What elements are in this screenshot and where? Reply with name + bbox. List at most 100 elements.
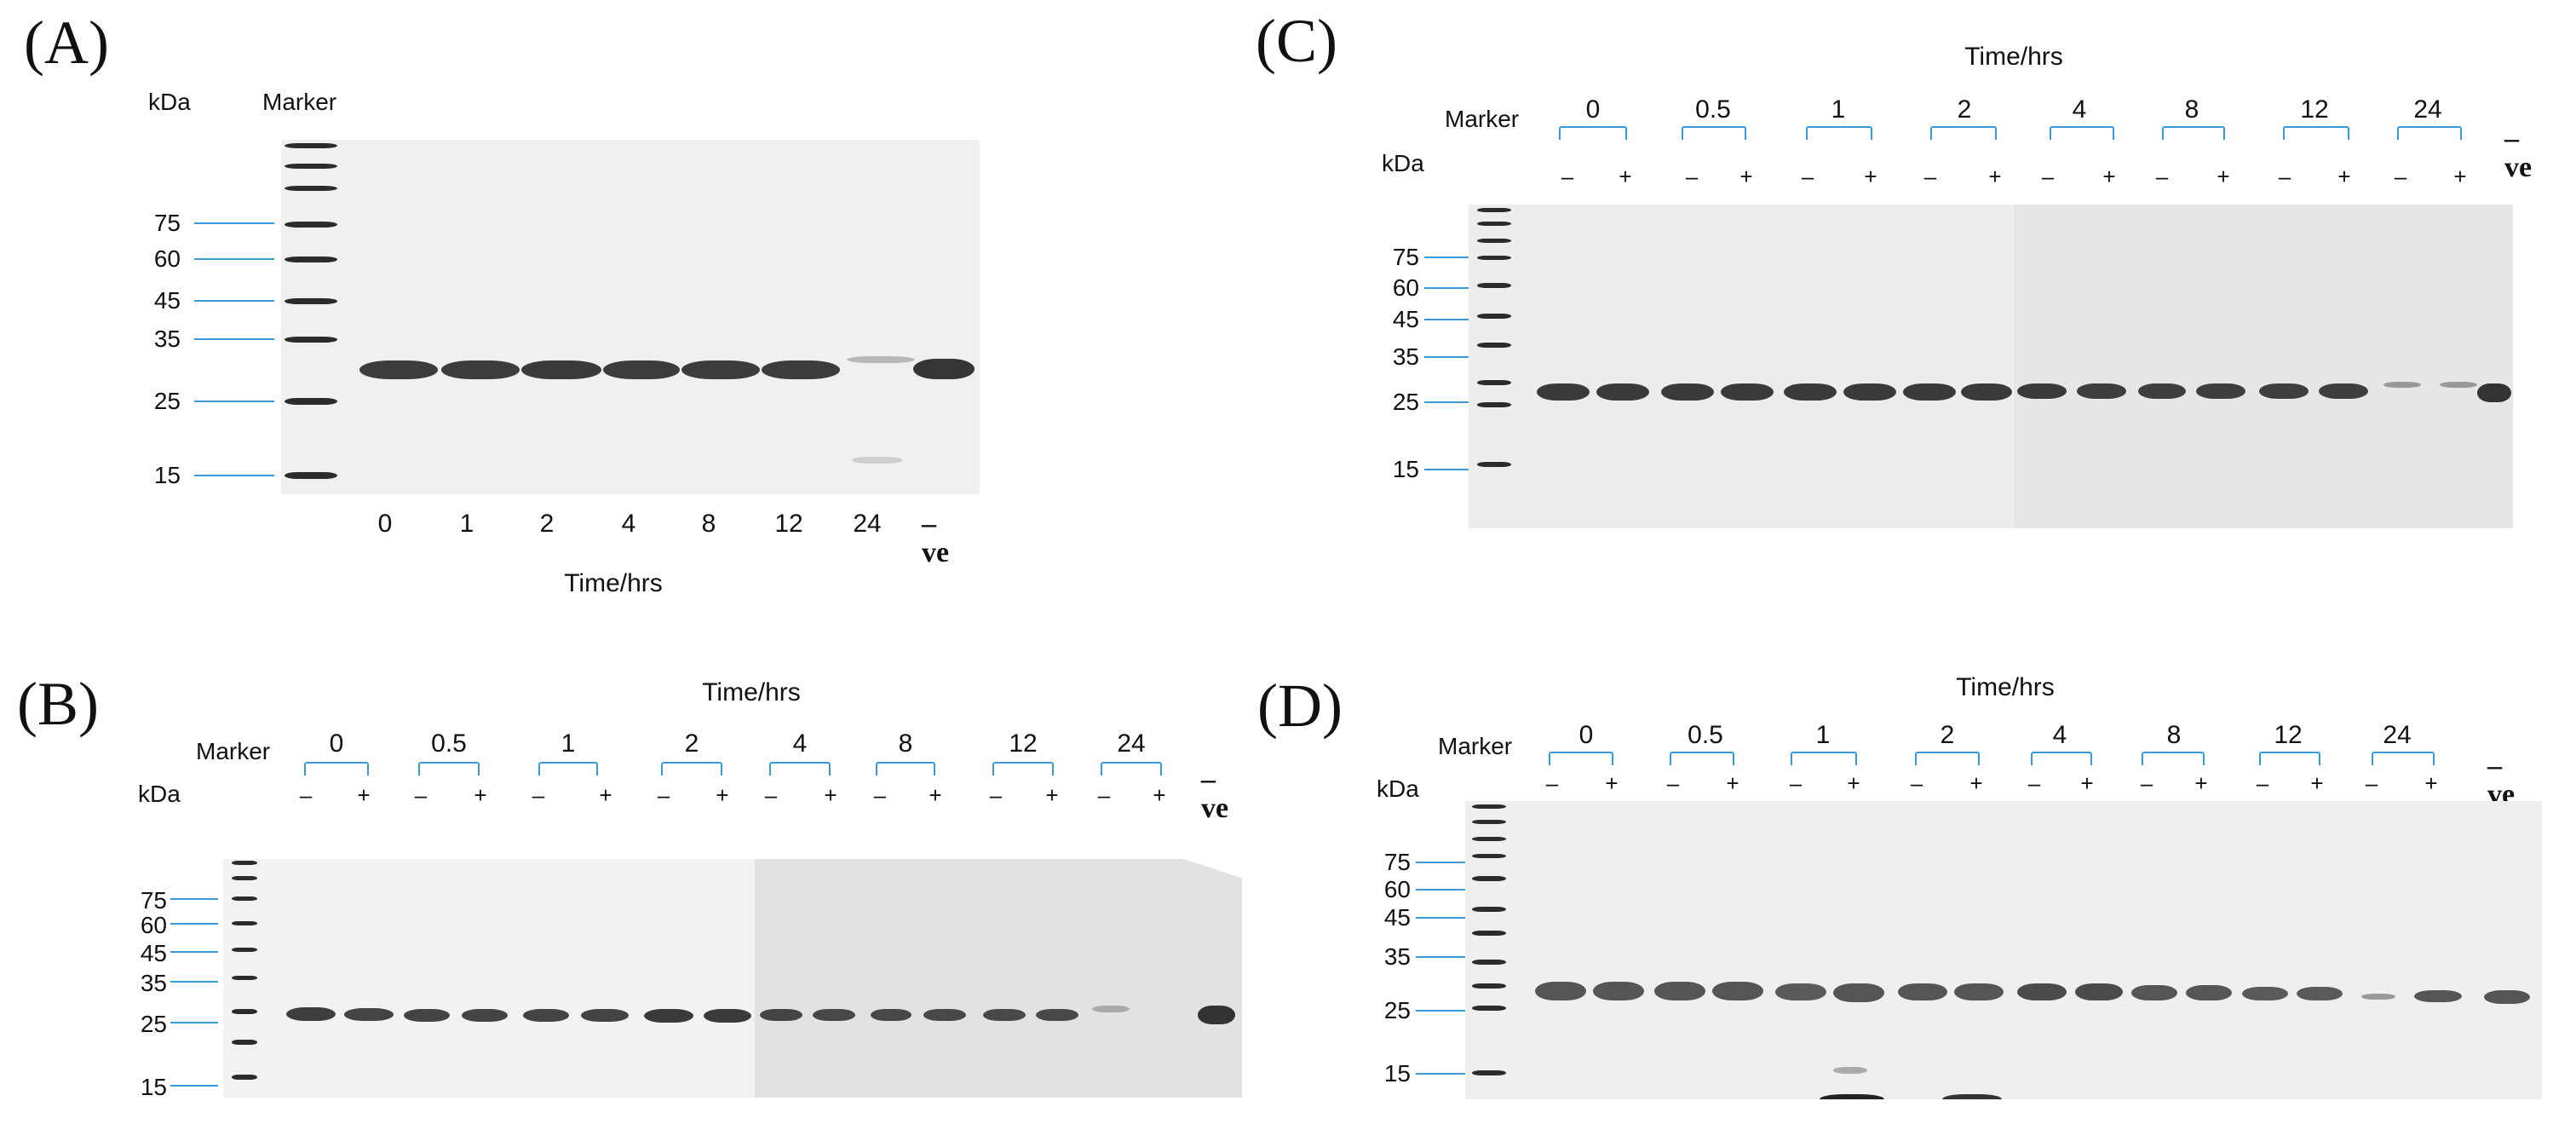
plus-sign: + <box>1847 770 1860 796</box>
panel-b-time-24: 24 <box>1117 729 1146 758</box>
bracket <box>2031 752 2092 765</box>
panel-c-mw-15: 15 <box>1392 456 1419 482</box>
panel-b-time-12: 12 <box>1009 729 1038 758</box>
panel-b-mw-75: 75 <box>140 887 167 914</box>
panel-d-time-1: 1 <box>1815 721 1831 749</box>
plus-sign: + <box>1864 164 1877 189</box>
protein-band-faint <box>1092 1006 1130 1012</box>
bracket <box>1806 126 1872 140</box>
bracket <box>2372 752 2435 765</box>
panel-a-lane-24: 24 <box>853 510 882 538</box>
panel-a-lane-8: 8 <box>701 510 716 538</box>
marker-band <box>285 164 337 169</box>
panel-a-tick-15 <box>194 475 274 476</box>
marker-band <box>285 222 337 228</box>
panel-d-tick-35 <box>1416 956 1467 958</box>
minus-sign: – <box>1923 164 1937 189</box>
panel-c-mw-35: 35 <box>1392 343 1419 370</box>
protein-band-faint <box>2383 382 2421 388</box>
panel-a-mw-75: 75 <box>153 210 181 236</box>
minus-sign: – <box>2256 770 2269 796</box>
protein-band-faint <box>1833 1067 1867 1074</box>
protein-band <box>1537 383 1590 401</box>
panel-b-tick-15 <box>170 1085 218 1087</box>
marker-band <box>285 337 337 343</box>
panel-c-time-24: 24 <box>2413 95 2442 124</box>
minus-sign: – <box>1801 164 1814 189</box>
panel-a-mw-35: 35 <box>153 326 181 352</box>
protein-band <box>1661 383 1714 401</box>
marker-band <box>1472 854 1506 858</box>
minus-sign: – <box>1666 770 1680 796</box>
panel-b-tick-25 <box>170 1022 218 1023</box>
bracket <box>1670 752 1734 765</box>
protein-band <box>2259 383 2309 399</box>
protein-band <box>2484 990 2530 1004</box>
marker-band <box>1472 1070 1506 1075</box>
plus-sign: + <box>2310 770 2324 796</box>
panel-c-time-8: 8 <box>2184 95 2199 124</box>
plus-sign: + <box>1605 770 1619 796</box>
protein-band <box>1903 383 1956 401</box>
panel-a-tick-75 <box>194 222 274 224</box>
marker-band <box>232 921 257 925</box>
minus-sign: – <box>532 782 545 808</box>
bracket <box>992 762 1054 775</box>
bracket <box>1930 126 1997 140</box>
panel-d-mw-35: 35 <box>1383 943 1411 970</box>
protein-band-faint <box>852 457 903 464</box>
marker-band <box>285 143 337 148</box>
protein-band <box>1833 983 1884 1002</box>
panel-d-gel <box>1465 801 2542 1099</box>
panel-c-time-4: 4 <box>2072 95 2087 124</box>
panel-d-tick-75 <box>1416 862 1467 863</box>
panel-b-time-1: 1 <box>561 729 576 758</box>
plus-sign: + <box>929 782 942 808</box>
panel-d-tick-45 <box>1416 917 1467 919</box>
marker-band <box>1472 1006 1506 1011</box>
minus-sign: – <box>1561 164 1574 189</box>
panel-a-tick-25 <box>194 401 274 402</box>
minus-sign: – <box>657 782 670 808</box>
panel-d-time-0: 0 <box>1578 721 1594 749</box>
panel-b-mw-60: 60 <box>140 912 167 938</box>
panel-c-time-0.5: 0.5 <box>1695 95 1731 124</box>
protein-band <box>603 360 680 379</box>
bracket <box>2283 126 2349 140</box>
panel-b-gel-right <box>755 859 1242 1098</box>
dye-front <box>1820 1094 1884 1099</box>
marker-band <box>1472 837 1506 841</box>
minus-sign: – <box>1789 770 1803 796</box>
panel-d-time-12: 12 <box>2274 721 2303 749</box>
protein-band <box>2138 383 2186 399</box>
protein-band-faint <box>2440 382 2477 388</box>
marker-band <box>1477 343 1511 348</box>
protein-band <box>1961 383 2012 401</box>
minus-sign: – <box>1910 770 1923 796</box>
protein-band <box>813 1009 855 1021</box>
panel-b-marker-label: Marker <box>196 738 271 764</box>
panel-b-mw-35: 35 <box>140 970 167 996</box>
protein-band <box>1784 383 1837 401</box>
marker-band <box>1477 462 1511 467</box>
protein-band <box>2414 990 2462 1002</box>
marker-band <box>232 1040 257 1045</box>
protein-band <box>871 1009 911 1021</box>
protein-band <box>1775 983 1826 1000</box>
minus-sign: – <box>299 782 313 808</box>
plus-sign: + <box>2217 164 2230 189</box>
marker-band <box>1472 820 1506 824</box>
marker-band <box>1472 876 1506 881</box>
panel-c-tick-45 <box>1424 319 1474 320</box>
panel-c-time-2: 2 <box>1957 95 1972 124</box>
panel-c-title: Time/hrs <box>1964 43 2063 71</box>
bracket <box>1549 752 1613 765</box>
panel-d-mw-60: 60 <box>1383 876 1411 902</box>
protein-band <box>521 360 601 379</box>
plus-sign: + <box>599 782 612 808</box>
panel-d-mw-45: 45 <box>1383 904 1411 931</box>
panel-c-time-12: 12 <box>2300 95 2329 124</box>
panel-c-time-1: 1 <box>1831 95 1846 124</box>
bracket <box>1559 126 1627 140</box>
bracket <box>418 762 480 775</box>
